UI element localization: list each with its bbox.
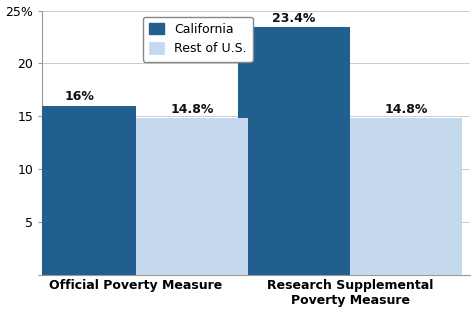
Bar: [238, 28, 350, 275]
Text: 14.8%: 14.8%: [170, 103, 214, 115]
Text: 16%: 16%: [65, 90, 95, 103]
Text: 14.8%: 14.8%: [385, 103, 428, 115]
Text: 23.4%: 23.4%: [272, 12, 316, 25]
Bar: [24, 105, 136, 275]
Bar: [350, 118, 462, 275]
Bar: [136, 118, 248, 275]
Legend: California, Rest of U.S.: California, Rest of U.S.: [143, 17, 253, 62]
